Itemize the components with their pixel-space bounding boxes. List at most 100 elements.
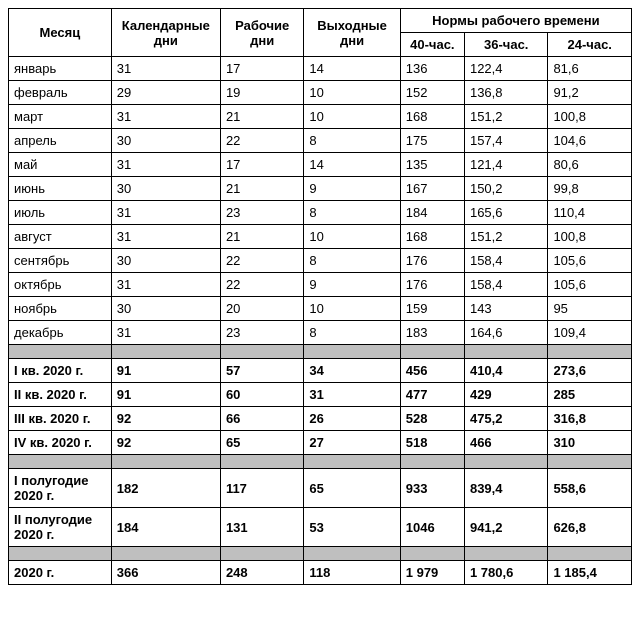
cell-24h: 100,8: [548, 225, 632, 249]
cell-off: 9: [304, 177, 400, 201]
cell-40h: 159: [400, 297, 464, 321]
separator-cell: [111, 455, 220, 469]
cell-24h: 558,6: [548, 469, 632, 508]
header-36h: 36-час.: [464, 33, 547, 57]
separator-cell: [548, 547, 632, 561]
separator-cell: [9, 345, 112, 359]
cell-calendar: 91: [111, 383, 220, 407]
cell-off: 10: [304, 105, 400, 129]
cell-24h: 316,8: [548, 407, 632, 431]
cell-40h: 184: [400, 201, 464, 225]
cell-calendar: 31: [111, 153, 220, 177]
separator-cell: [464, 455, 547, 469]
cell-40h: 518: [400, 431, 464, 455]
cell-work: 60: [220, 383, 303, 407]
separator-cell: [111, 547, 220, 561]
cell-off: 26: [304, 407, 400, 431]
cell-calendar: 30: [111, 249, 220, 273]
cell-work: 23: [220, 321, 303, 345]
cell-36h: 941,2: [464, 508, 547, 547]
cell-24h: 110,4: [548, 201, 632, 225]
cell-24h: 99,8: [548, 177, 632, 201]
separator-cell: [400, 547, 464, 561]
cell-month: II кв. 2020 г.: [9, 383, 112, 407]
cell-work: 65: [220, 431, 303, 455]
cell-work: 19: [220, 81, 303, 105]
cell-calendar: 366: [111, 561, 220, 585]
header-calendar-days: Календарные дни: [111, 9, 220, 57]
cell-24h: 626,8: [548, 508, 632, 547]
cell-off: 10: [304, 225, 400, 249]
cell-work: 17: [220, 57, 303, 81]
cell-40h: 168: [400, 225, 464, 249]
header-40h: 40-час.: [400, 33, 464, 57]
cell-month: апрель: [9, 129, 112, 153]
cell-calendar: 31: [111, 201, 220, 225]
table-row: декабрь31238183164,6109,4: [9, 321, 632, 345]
cell-off: 9: [304, 273, 400, 297]
cell-36h: 157,4: [464, 129, 547, 153]
cell-work: 22: [220, 129, 303, 153]
cell-36h: 165,6: [464, 201, 547, 225]
table-row: октябрь31229176158,4105,6: [9, 273, 632, 297]
cell-month: июнь: [9, 177, 112, 201]
cell-36h: 122,4: [464, 57, 547, 81]
cell-24h: 1 185,4: [548, 561, 632, 585]
table-row: II кв. 2020 г.916031477429285: [9, 383, 632, 407]
cell-24h: 104,6: [548, 129, 632, 153]
cell-36h: 136,8: [464, 81, 547, 105]
separator-cell: [9, 547, 112, 561]
cell-36h: 164,6: [464, 321, 547, 345]
cell-calendar: 91: [111, 359, 220, 383]
separator-cell: [220, 547, 303, 561]
header-24h: 24-час.: [548, 33, 632, 57]
cell-36h: 429: [464, 383, 547, 407]
cell-off: 10: [304, 297, 400, 321]
cell-36h: 475,2: [464, 407, 547, 431]
cell-36h: 410,4: [464, 359, 547, 383]
cell-work: 248: [220, 561, 303, 585]
cell-month: сентябрь: [9, 249, 112, 273]
cell-calendar: 30: [111, 129, 220, 153]
table-row: февраль291910152136,891,2: [9, 81, 632, 105]
cell-work: 21: [220, 105, 303, 129]
cell-off: 8: [304, 249, 400, 273]
cell-24h: 80,6: [548, 153, 632, 177]
cell-off: 118: [304, 561, 400, 585]
table-row: май311714135121,480,6: [9, 153, 632, 177]
cell-calendar: 30: [111, 177, 220, 201]
cell-24h: 91,2: [548, 81, 632, 105]
header-off-days: Выходные дни: [304, 9, 400, 57]
cell-work: 20: [220, 297, 303, 321]
table-row: март312110168151,2100,8: [9, 105, 632, 129]
cell-40h: 135: [400, 153, 464, 177]
cell-24h: 105,6: [548, 273, 632, 297]
cell-40h: 1 979: [400, 561, 464, 585]
separator-cell: [9, 455, 112, 469]
cell-work: 117: [220, 469, 303, 508]
separator-cell: [548, 455, 632, 469]
cell-off: 10: [304, 81, 400, 105]
separator-cell: [304, 547, 400, 561]
table-row: II полугодие 2020 г.184131531046941,2626…: [9, 508, 632, 547]
cell-40h: 1046: [400, 508, 464, 547]
cell-calendar: 92: [111, 431, 220, 455]
cell-24h: 100,8: [548, 105, 632, 129]
separator-cell: [304, 345, 400, 359]
cell-month: I полугодие 2020 г.: [9, 469, 112, 508]
table-row: I кв. 2020 г.915734456410,4273,6: [9, 359, 632, 383]
cell-month: январь: [9, 57, 112, 81]
cell-40h: 933: [400, 469, 464, 508]
cell-40h: 175: [400, 129, 464, 153]
cell-24h: 105,6: [548, 249, 632, 273]
cell-calendar: 184: [111, 508, 220, 547]
cell-off: 65: [304, 469, 400, 508]
cell-40h: 528: [400, 407, 464, 431]
cell-off: 8: [304, 321, 400, 345]
table-row: август312110168151,2100,8: [9, 225, 632, 249]
cell-24h: 310: [548, 431, 632, 455]
cell-36h: 466: [464, 431, 547, 455]
cell-work: 66: [220, 407, 303, 431]
cell-calendar: 31: [111, 105, 220, 129]
cell-work: 57: [220, 359, 303, 383]
